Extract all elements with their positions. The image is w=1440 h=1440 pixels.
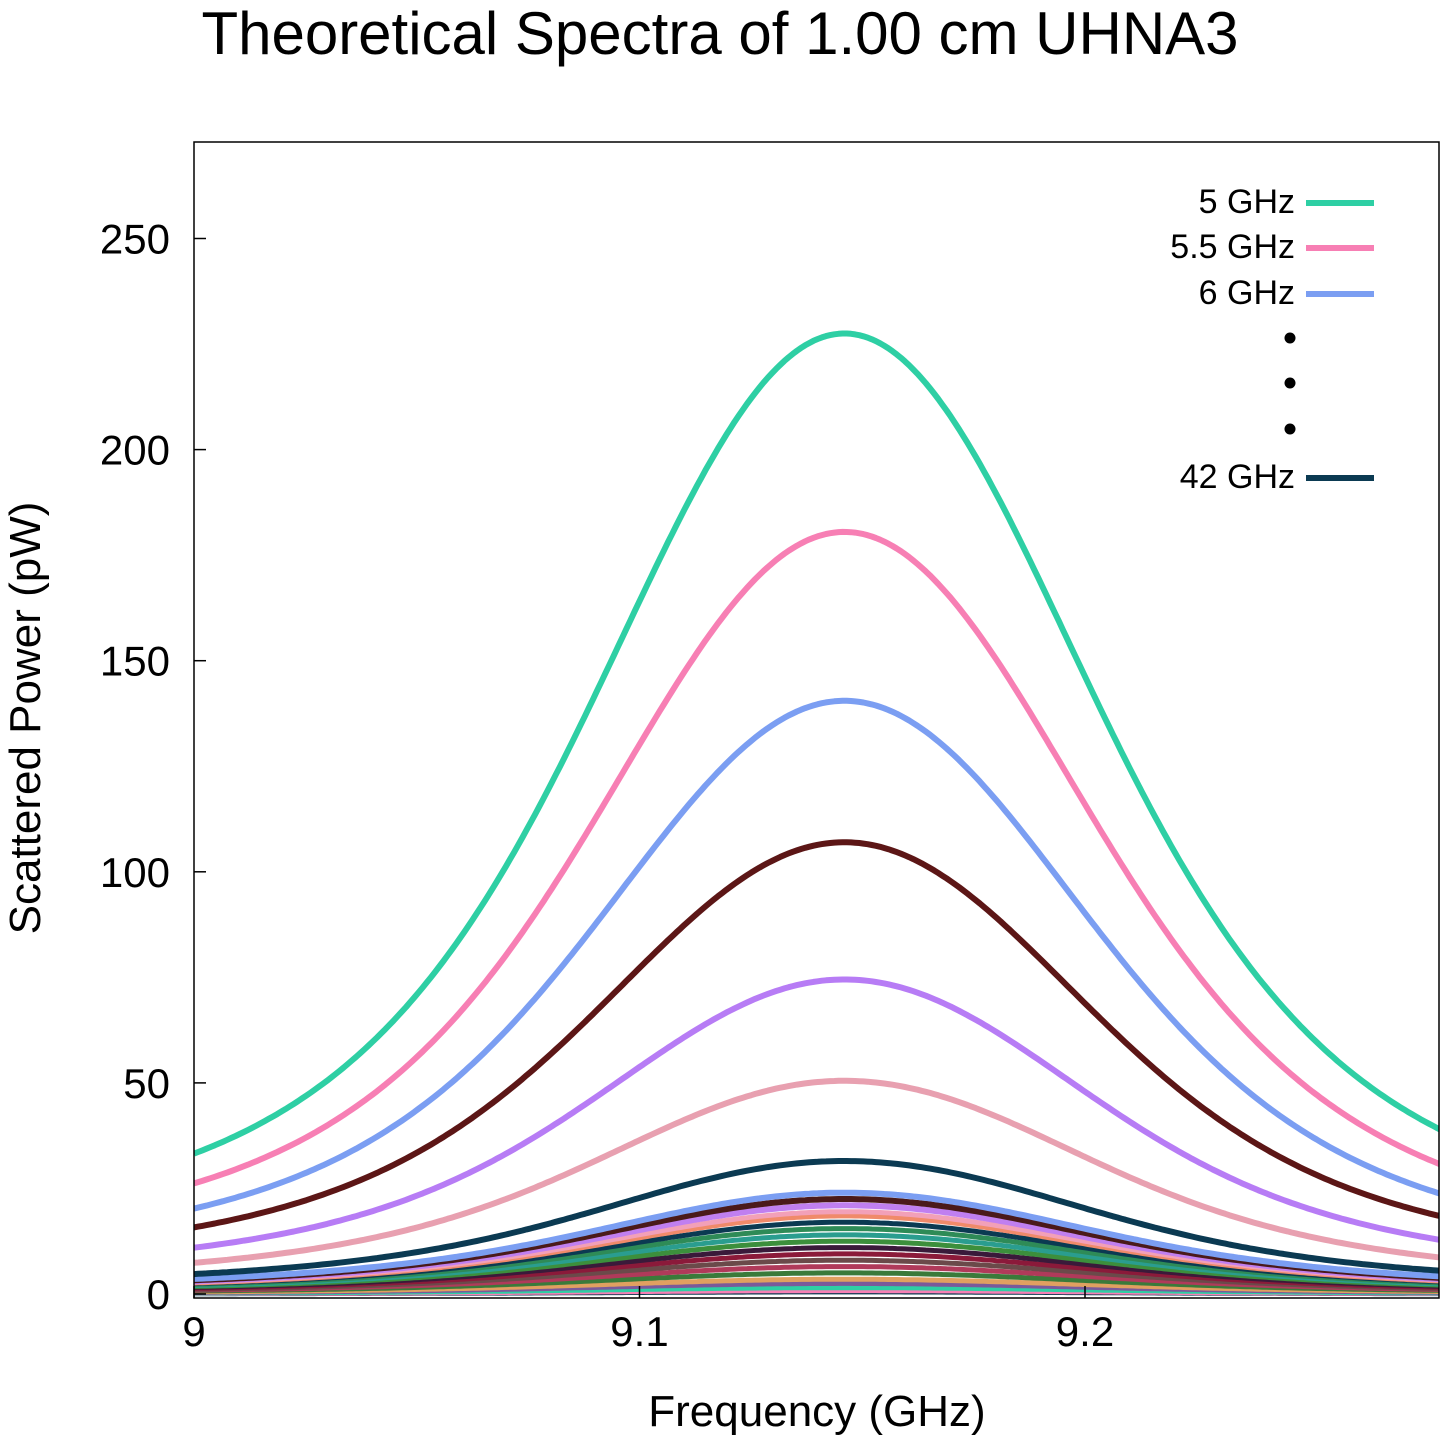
y-tick-label: 200 <box>100 427 170 474</box>
series-line <box>194 528 1439 1187</box>
y-tick-label: 150 <box>100 638 170 685</box>
y-tick-label: 0 <box>147 1271 170 1318</box>
legend-label: 5 GHz <box>1199 183 1295 221</box>
series-line <box>194 976 1439 1251</box>
series-line <box>194 839 1439 1231</box>
y-axis-label: Scattered Power (pW) <box>1 502 50 935</box>
series-group <box>194 330 1439 1297</box>
x-tick-label: 9 <box>182 1308 205 1355</box>
legend-ellipsis-dot <box>1284 377 1296 389</box>
legend-ellipsis-dot <box>1284 332 1296 344</box>
plot-frame <box>193 141 1440 1299</box>
legend-label: 42 GHz <box>1180 458 1295 496</box>
x-axis-label: Frequency (GHz) <box>648 1387 985 1436</box>
series-line <box>194 330 1439 1157</box>
y-axis: 0 50 100 150 200 250 <box>100 216 206 1318</box>
x-tick-label: 9.2 <box>1056 1308 1114 1355</box>
y-tick-label: 250 <box>100 216 170 263</box>
y-tick-label: 50 <box>123 1060 170 1107</box>
legend: 5 GHz 5.5 GHz 6 GHz 42 GHz <box>1170 183 1374 496</box>
series-line <box>194 1077 1439 1266</box>
legend-ellipsis-dot <box>1284 423 1296 435</box>
y-tick-label: 100 <box>100 849 170 896</box>
series-line <box>194 1189 1439 1282</box>
series-line <box>194 697 1439 1212</box>
chart-title: Theoretical Spectra of 1.00 cm UHNA3 <box>201 0 1238 67</box>
series-line <box>194 1158 1439 1278</box>
x-axis: 9 9.1 9.2 <box>182 1286 1114 1355</box>
legend-label: 5.5 GHz <box>1170 228 1295 266</box>
legend-label: 6 GHz <box>1199 274 1295 312</box>
x-tick-label: 9.1 <box>610 1308 668 1355</box>
